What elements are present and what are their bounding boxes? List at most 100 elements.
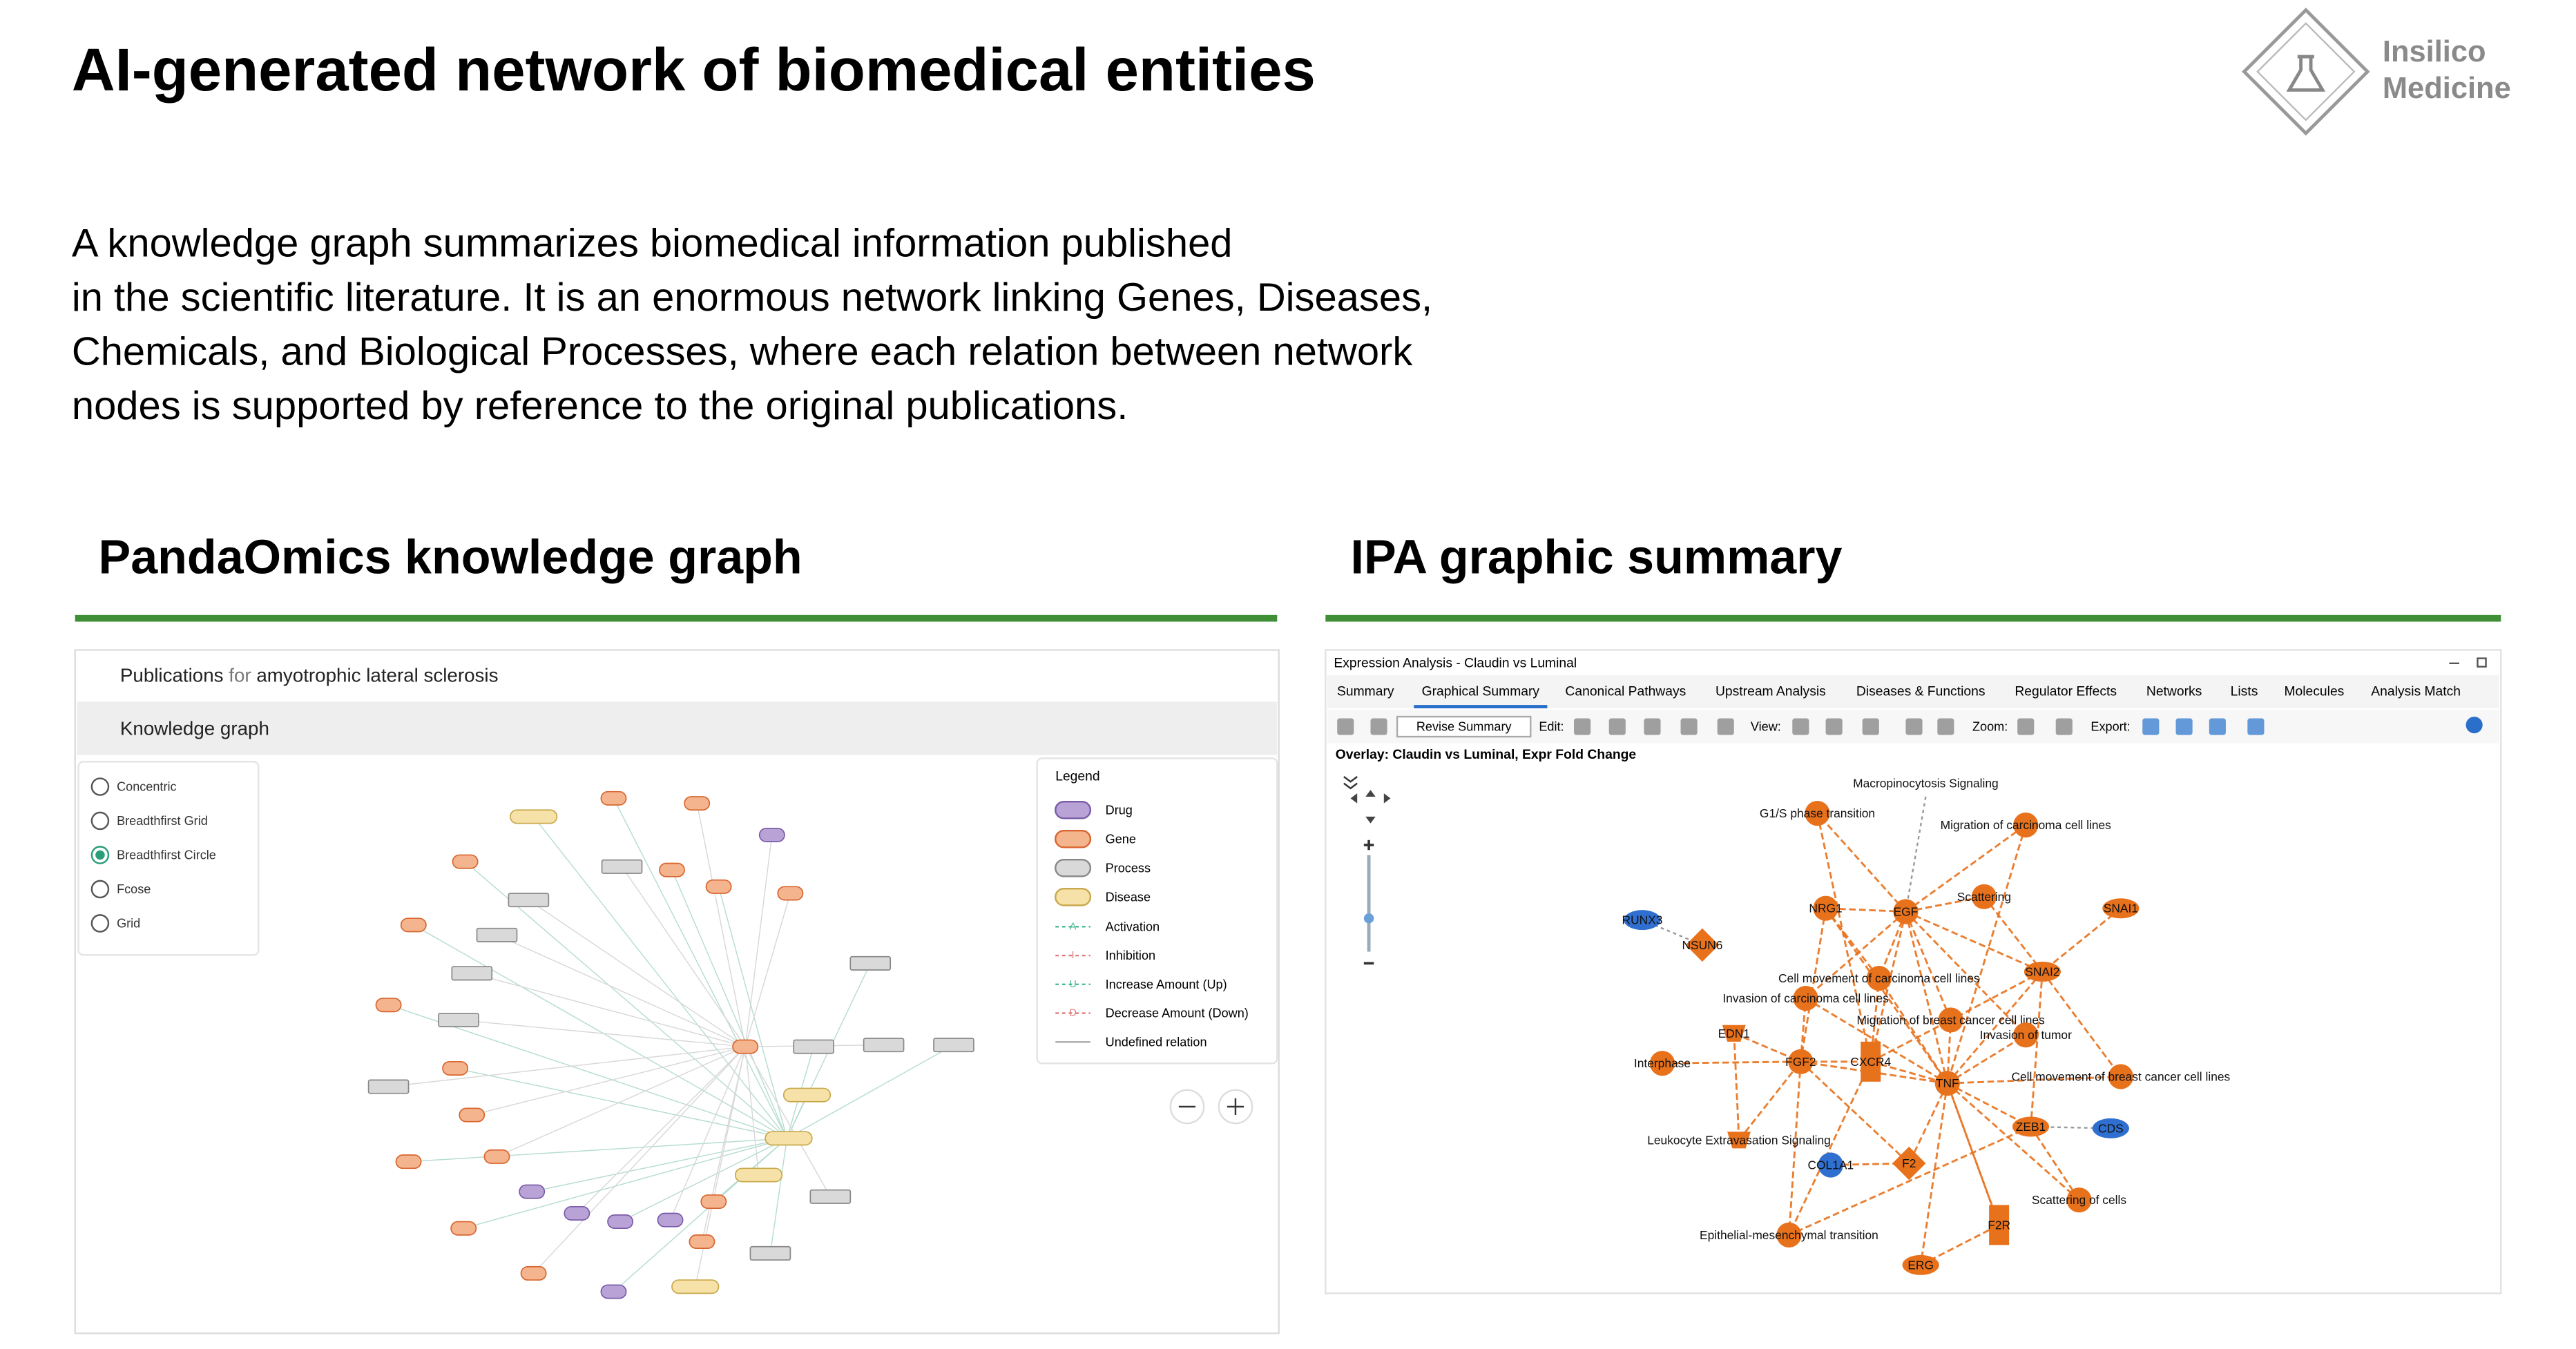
kg-node[interactable] — [450, 1221, 477, 1236]
tab[interactable]: Diseases & Functions — [1856, 684, 1986, 699]
kg-node[interactable] — [375, 998, 402, 1013]
toolbar-icon[interactable] — [2175, 718, 2193, 735]
ipa-node[interactable] — [1793, 985, 1818, 1011]
tab[interactable]: Molecules — [2284, 684, 2344, 699]
kg-node[interactable] — [508, 893, 550, 908]
slider-thumb[interactable] — [1363, 913, 1374, 924]
kg-node[interactable] — [400, 918, 427, 933]
toolbar-icon[interactable] — [2209, 718, 2226, 735]
radio[interactable] — [90, 811, 110, 831]
kg-node[interactable] — [476, 927, 518, 942]
tab[interactable]: Regulator Effects — [2015, 684, 2117, 699]
tab[interactable]: Knowledge graph — [120, 717, 269, 739]
radio[interactable] — [90, 880, 110, 899]
kg-node[interactable] — [395, 1154, 422, 1170]
ipa-node[interactable] — [2024, 961, 2061, 982]
toolbar-icon[interactable] — [1905, 718, 1923, 735]
toolbar-icon[interactable] — [1574, 718, 1591, 735]
kg-node[interactable] — [749, 1245, 791, 1261]
kg-node[interactable] — [600, 1284, 627, 1299]
window-controls[interactable] — [2449, 657, 2487, 668]
kg-node[interactable] — [452, 854, 479, 869]
play-icon[interactable] — [2466, 717, 2483, 734]
kg-node[interactable] — [659, 862, 685, 877]
toolbar-icon[interactable] — [1644, 718, 1661, 735]
ipa-node[interactable] — [1624, 910, 1661, 931]
ipa-node[interactable] — [1649, 1051, 1675, 1076]
tab[interactable]: Lists — [2231, 684, 2258, 699]
ipa-node[interactable] — [1989, 1205, 2010, 1245]
kg-node[interactable] — [519, 1184, 546, 1199]
ipa-node[interactable] — [1818, 1152, 1843, 1178]
toolbar-icon[interactable] — [1862, 718, 1879, 735]
ipa-node[interactable] — [1893, 899, 1919, 924]
kg-node[interactable] — [564, 1205, 590, 1221]
kg-node[interactable] — [509, 809, 558, 824]
kg-node[interactable] — [689, 1234, 715, 1250]
kg-node[interactable] — [782, 1087, 832, 1103]
toolbar-icon[interactable] — [1717, 718, 1734, 735]
ipa-node[interactable] — [1685, 928, 1720, 962]
kg-node[interactable] — [863, 1038, 905, 1053]
kg-node[interactable] — [793, 1039, 834, 1054]
kg-node[interactable] — [483, 1149, 510, 1164]
ipa-node[interactable] — [1813, 895, 1838, 921]
ipa-node[interactable] — [1727, 1132, 1751, 1149]
ipa-node[interactable] — [1776, 1222, 1802, 1248]
ipa-node[interactable] — [1971, 884, 1997, 909]
ipa-node[interactable] — [2092, 1118, 2129, 1138]
kg-node[interactable] — [600, 790, 627, 806]
ipa-node[interactable] — [2013, 812, 2039, 838]
kg-node[interactable] — [777, 886, 804, 901]
ipa-node[interactable] — [1866, 965, 1892, 991]
kg-node[interactable] — [849, 955, 892, 971]
kg-node[interactable] — [367, 1079, 410, 1094]
ipa-node[interactable] — [2108, 1064, 2133, 1089]
ipa-node[interactable] — [1934, 1071, 1960, 1096]
kg-node[interactable] — [933, 1038, 974, 1053]
ipa-node[interactable] — [1938, 1007, 1963, 1033]
kg-node[interactable] — [607, 1214, 634, 1230]
toolbar-icon[interactable] — [1337, 718, 1354, 735]
kg-node[interactable] — [451, 966, 493, 981]
kg-node[interactable] — [734, 1167, 783, 1183]
ipa-node[interactable] — [1892, 1146, 1926, 1181]
ipa-node[interactable] — [2012, 1116, 2050, 1137]
kg-node[interactable] — [671, 1279, 720, 1294]
button[interactable] — [1396, 715, 1532, 738]
kg-node[interactable] — [657, 1212, 684, 1227]
ipa-node[interactable] — [1722, 1025, 1746, 1042]
toolbar-icon[interactable] — [1370, 718, 1387, 735]
ipa-node[interactable] — [1788, 1049, 1814, 1074]
toolbar-icon[interactable] — [1937, 718, 1954, 735]
toolbar-icon[interactable] — [1792, 718, 1809, 735]
ipa-node[interactable] — [2102, 898, 2140, 919]
ipa-node[interactable] — [2013, 1022, 2039, 1048]
ipa-node[interactable] — [1902, 1254, 1939, 1275]
pan-icon[interactable] — [1350, 790, 1391, 824]
radio[interactable] — [90, 777, 110, 796]
tab[interactable]: Summary — [1337, 684, 1394, 699]
ipa-node[interactable] — [1861, 1041, 1881, 1082]
kg-node[interactable] — [459, 1107, 486, 1123]
kg-node[interactable] — [700, 1194, 727, 1210]
tab[interactable]: Upstream Analysis — [1715, 684, 1826, 699]
toolbar-icon[interactable] — [2055, 718, 2073, 735]
toolbar-icon[interactable] — [2247, 718, 2265, 735]
kg-node[interactable] — [765, 1131, 813, 1146]
kg-node[interactable] — [438, 1012, 479, 1027]
kg-node[interactable] — [758, 827, 785, 842]
tab[interactable]: Analysis Match — [2371, 684, 2461, 699]
kg-node[interactable] — [809, 1189, 852, 1204]
toolbar-icon[interactable] — [1680, 718, 1698, 735]
kg-node[interactable] — [732, 1039, 759, 1054]
kg-node[interactable] — [442, 1060, 469, 1076]
kg-node[interactable] — [601, 859, 643, 874]
toolbar-icon[interactable] — [2017, 718, 2035, 735]
tab[interactable]: Graphical Summary — [1422, 684, 1540, 699]
toolbar-icon[interactable] — [2142, 718, 2160, 735]
radio[interactable] — [90, 914, 110, 933]
toolbar-icon[interactable] — [1608, 718, 1626, 735]
tab[interactable]: Canonical Pathways — [1565, 684, 1686, 699]
toolbar-icon[interactable] — [1825, 718, 1843, 735]
